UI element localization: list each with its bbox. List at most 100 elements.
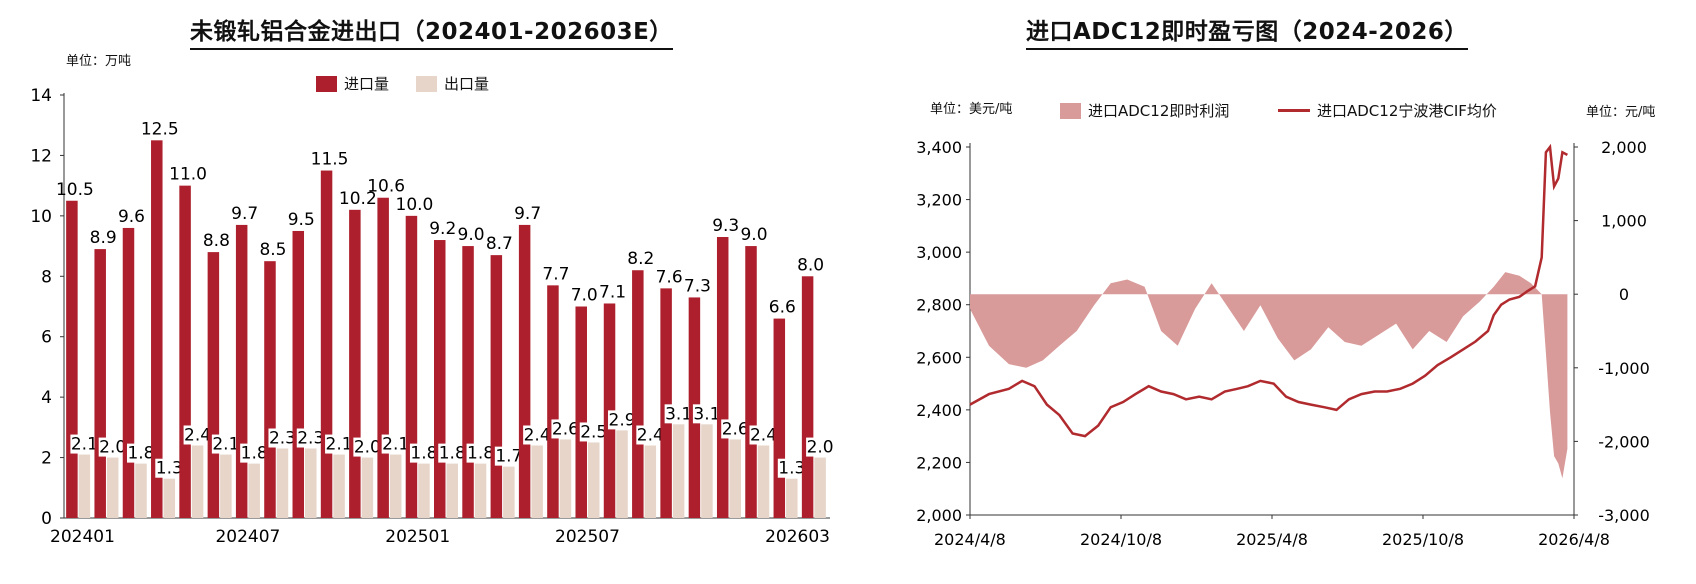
import-data-label: 8.2 bbox=[627, 249, 654, 269]
export-data-label: 2.1 bbox=[382, 435, 409, 455]
export-data-label: 2.4 bbox=[524, 425, 551, 445]
left-y-tick-label: 3,000 bbox=[916, 243, 962, 262]
import-export-chart-panel: 未锻轧铝合金进出口（202401-202603E） 单位：万吨 进口量 出口量 … bbox=[30, 19, 835, 547]
legend-export: 出口量 bbox=[416, 73, 489, 94]
y-tick-label: 14 bbox=[30, 86, 52, 106]
export-data-label: 2.0 bbox=[807, 438, 834, 458]
export-data-label: 1.3 bbox=[156, 459, 183, 479]
legend-profit-label: 进口ADC12即时利润 bbox=[1088, 102, 1230, 120]
import-bar bbox=[773, 318, 786, 518]
x-tick-label: 202401 bbox=[50, 527, 115, 547]
export-bar bbox=[333, 454, 345, 518]
export-label-bg bbox=[98, 437, 127, 457]
export-data-label: 2.4 bbox=[637, 425, 664, 445]
import-data-label: 7.7 bbox=[542, 264, 569, 284]
right-y-tick-label: 1,000 bbox=[1601, 212, 1647, 231]
import-bar bbox=[801, 276, 814, 518]
import-bar bbox=[716, 237, 729, 518]
x-tick-label: 202603 bbox=[765, 527, 830, 547]
export-label-bg bbox=[438, 443, 467, 463]
y-tick-label: 8 bbox=[41, 267, 52, 287]
export-bar bbox=[389, 454, 402, 518]
line-chart: 2,000 2,200 2,400 2,600 2,800 3,000 3,200 3,400… bbox=[916, 138, 1650, 549]
x-tick-label: 2026/4/8 bbox=[1538, 530, 1610, 549]
export-bar bbox=[616, 430, 628, 518]
export-label-bg bbox=[523, 425, 552, 445]
legend-export-swatch bbox=[416, 75, 437, 92]
export-label-bg bbox=[296, 428, 325, 448]
import-data-label: 7.6 bbox=[656, 267, 683, 287]
import-bar bbox=[462, 246, 474, 519]
bar-chart: 0 2 4 6 8 10 12 14 10.5 2.1 8.9 2.0 9.6 1.8 12.5 1.3 11.… bbox=[30, 86, 835, 547]
legend-price: 进口ADC12宁波港CIF均价 bbox=[1278, 100, 1497, 121]
export-bar bbox=[305, 448, 317, 518]
export-label-bg bbox=[494, 446, 523, 466]
import-bar bbox=[349, 209, 361, 519]
export-label-bg bbox=[636, 425, 665, 445]
import-data-label: 9.5 bbox=[288, 210, 315, 230]
export-data-label: 3.1 bbox=[693, 404, 720, 424]
export-bar bbox=[474, 463, 487, 518]
legend-import: 进口量 bbox=[316, 73, 389, 94]
export-label-bg bbox=[183, 425, 212, 445]
import-bar bbox=[575, 306, 587, 518]
export-bar bbox=[191, 445, 204, 518]
export-label-bg bbox=[240, 443, 269, 463]
export-label-bg bbox=[806, 437, 835, 457]
import-bar bbox=[490, 255, 503, 518]
export-label-bg bbox=[211, 434, 240, 454]
right-y-tick-label: -2,000 bbox=[1598, 432, 1650, 451]
y-tick-label: 10 bbox=[30, 207, 52, 227]
export-bar bbox=[418, 463, 430, 518]
export-data-label: 3.1 bbox=[665, 404, 692, 424]
export-data-label: 2.4 bbox=[184, 425, 211, 445]
export-label-bg bbox=[664, 404, 693, 424]
import-bar bbox=[292, 230, 305, 518]
export-label-bg bbox=[721, 419, 750, 439]
import-data-label: 12.5 bbox=[141, 119, 179, 139]
export-data-label: 1.3 bbox=[778, 459, 805, 479]
import-bar bbox=[66, 200, 78, 518]
x-tick-label: 2025/4/8 bbox=[1236, 530, 1308, 549]
export-label-bg bbox=[353, 437, 382, 457]
import-bar bbox=[547, 285, 559, 518]
export-data-label: 2.3 bbox=[297, 429, 324, 449]
import-data-label: 9.6 bbox=[118, 207, 145, 227]
import-data-label: 11.5 bbox=[311, 150, 349, 170]
export-bar bbox=[276, 448, 289, 518]
export-bar bbox=[503, 466, 515, 518]
x-tick-label: 202501 bbox=[385, 527, 450, 547]
import-bar bbox=[122, 227, 135, 518]
import-data-label: 10.2 bbox=[339, 189, 377, 209]
legend-import-label: 进口量 bbox=[344, 75, 390, 93]
left-y-tick-label: 2,600 bbox=[916, 348, 962, 367]
export-data-label: 2.4 bbox=[750, 425, 777, 445]
left-y-tick-label: 2,000 bbox=[916, 506, 962, 525]
y-tick-label: 12 bbox=[30, 146, 52, 166]
right-chart-title: 进口ADC12即时盈亏图（2024-2026） bbox=[1026, 12, 1468, 50]
import-data-label: 10.0 bbox=[396, 195, 434, 215]
import-data-label: 9.0 bbox=[740, 225, 767, 245]
export-data-label: 1.8 bbox=[467, 444, 494, 464]
export-bar bbox=[135, 463, 147, 518]
import-data-label: 9.3 bbox=[712, 216, 739, 236]
import-bar bbox=[179, 185, 191, 518]
export-bar bbox=[361, 457, 374, 518]
legend-import-swatch bbox=[316, 75, 337, 92]
export-bar bbox=[729, 439, 741, 518]
y-tick-label: 2 bbox=[41, 449, 52, 469]
y-tick-label: 4 bbox=[41, 388, 52, 408]
import-bar bbox=[632, 270, 644, 518]
import-bar bbox=[405, 215, 418, 518]
import-bar bbox=[377, 197, 389, 518]
import-bar bbox=[151, 140, 163, 519]
export-data-label: 1.8 bbox=[410, 444, 437, 464]
import-data-label: 8.5 bbox=[259, 240, 286, 260]
import-bar bbox=[518, 224, 531, 518]
import-bar bbox=[264, 261, 276, 518]
export-label-bg bbox=[325, 434, 354, 454]
export-bar bbox=[248, 463, 260, 518]
export-bar bbox=[559, 439, 572, 518]
right-chart-unit-right: 单位：元/吨 bbox=[1586, 105, 1656, 120]
import-data-label: 11.0 bbox=[169, 165, 207, 185]
